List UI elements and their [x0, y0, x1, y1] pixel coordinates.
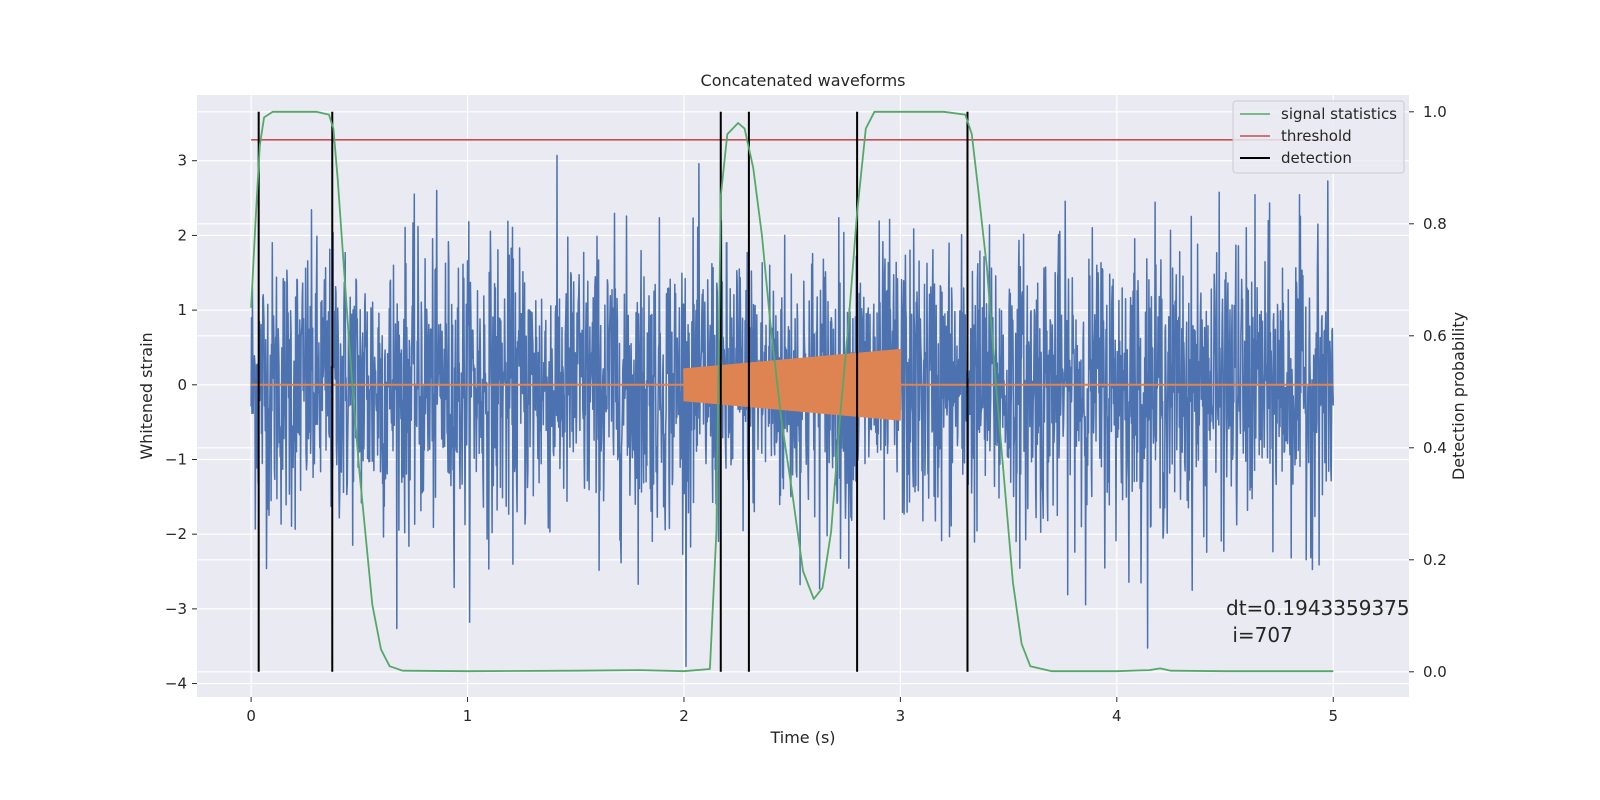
y-axis-label-right: Detection probability	[1449, 312, 1468, 480]
y-tick-label: 3	[177, 152, 187, 170]
x-tick-label: 5	[1328, 707, 1338, 725]
y-tick-label: 0	[177, 376, 187, 394]
y-right-tick-label: 0.2	[1423, 551, 1447, 569]
y-tick-label: 2	[177, 226, 187, 244]
y-right-tick-label: 0.8	[1423, 215, 1447, 233]
legend-label-detection: detection	[1281, 149, 1352, 167]
chart-title: Concatenated waveforms	[701, 71, 906, 90]
legend: signal statistics threshold detection	[1232, 100, 1405, 174]
y-tick-label: 1	[177, 301, 187, 319]
x-tick-label: 2	[679, 707, 689, 725]
ticks: 0 1 2 3 4 5 −4 −3 −2 −1 0 1 2 3 0.0 0.2 0.4 0.6 0.8 1.0	[165, 103, 1447, 725]
legend-label-threshold: threshold	[1281, 127, 1352, 145]
signal-statistics-line	[250, 110, 1334, 673]
y-right-tick-label: 0.4	[1423, 439, 1447, 457]
series-layer	[250, 110, 1345, 673]
annotation-i: i=707	[1226, 623, 1293, 647]
annotation-dt: dt=0.1943359375	[1226, 596, 1410, 620]
x-tick-label: 1	[463, 707, 473, 725]
x-axis-label: Time (s)	[769, 728, 835, 747]
y-tick-label: −4	[165, 675, 187, 693]
y-tick-label: −1	[165, 450, 187, 468]
y-right-tick-label: 0.6	[1423, 327, 1447, 345]
y-tick-label: −2	[165, 525, 187, 543]
x-tick-label: 0	[246, 707, 256, 725]
legend-box	[1232, 100, 1405, 174]
x-tick-label: 4	[1112, 707, 1122, 725]
y-axis-label: Whitened strain	[137, 332, 156, 459]
y-right-tick-label: 1.0	[1423, 103, 1447, 121]
y-tick-label: −3	[165, 600, 187, 618]
x-tick-label: 3	[896, 707, 906, 725]
y-right-tick-label: 0.0	[1423, 663, 1447, 681]
legend-label-signal-statistics: signal statistics	[1281, 105, 1397, 123]
